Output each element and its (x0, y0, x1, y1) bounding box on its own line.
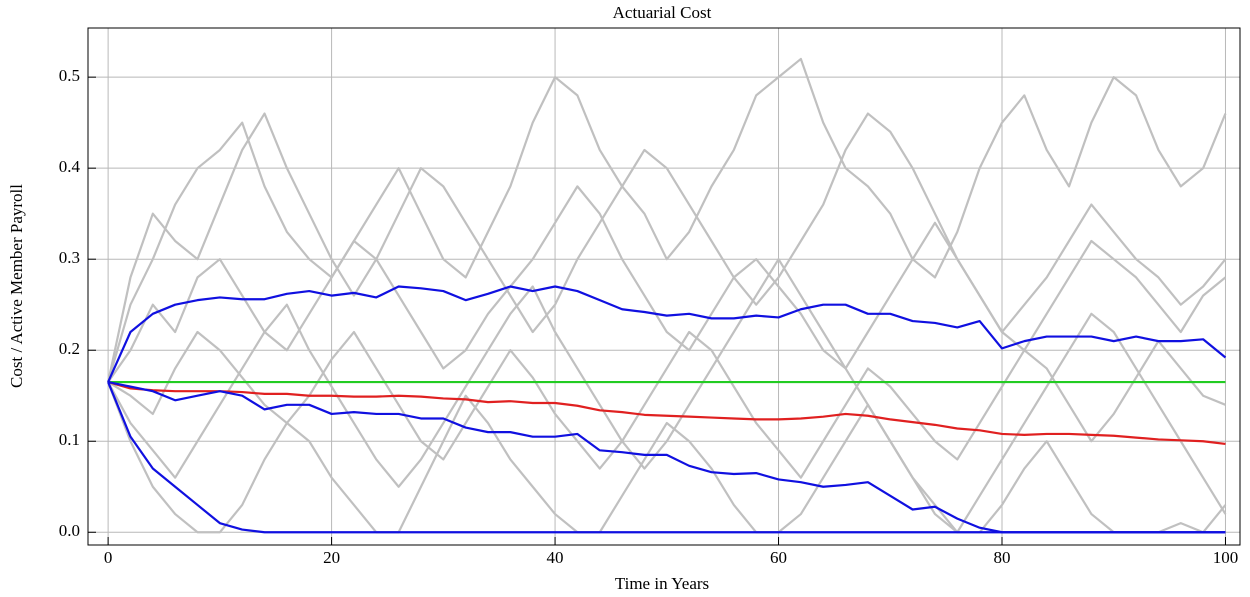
y-tick-label: 0.4 (59, 157, 81, 176)
y-tick-label: 0.2 (59, 339, 80, 358)
y-tick-label: 0.1 (59, 430, 80, 449)
x-tick-label: 100 (1213, 548, 1239, 567)
x-tick-label: 20 (323, 548, 340, 567)
series-line (107, 381, 1226, 534)
chart-title: Actuarial Cost (613, 3, 712, 22)
series-line (107, 381, 1226, 446)
y-tick-label: 0.3 (59, 248, 80, 267)
x-tick-label: 40 (547, 548, 564, 567)
x-tick-label: 60 (770, 548, 787, 567)
series-line (107, 57, 1227, 383)
y-axis-label: Cost / Active Member Payroll (7, 184, 26, 388)
y-tick-label: 0.5 (59, 66, 80, 85)
x-axis-label: Time in Years (615, 574, 709, 593)
series-line (107, 381, 1227, 534)
x-tick-label: 80 (994, 548, 1011, 567)
y-tick-label: 0.0 (59, 521, 80, 540)
x-tick-label: 0 (104, 548, 113, 567)
series-line (107, 258, 1227, 534)
series-line (107, 185, 1227, 383)
series-line (107, 285, 1227, 383)
plot-frame (87, 27, 1241, 546)
series-line (107, 380, 1226, 534)
series-line (107, 330, 1226, 479)
series-line (107, 112, 1227, 383)
